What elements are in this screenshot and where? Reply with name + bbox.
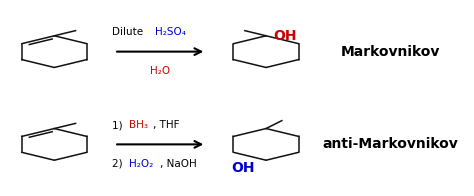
Text: Dilute: Dilute xyxy=(112,27,146,37)
Text: H₂SO₄: H₂SO₄ xyxy=(155,27,186,37)
Text: H₂O: H₂O xyxy=(150,66,170,76)
Text: 2): 2) xyxy=(112,159,126,169)
Text: 1): 1) xyxy=(112,120,126,130)
Text: , THF: , THF xyxy=(153,120,180,130)
Text: , NaOH: , NaOH xyxy=(160,159,196,169)
Text: H₂O₂: H₂O₂ xyxy=(129,159,154,169)
Text: anti-Markovnikov: anti-Markovnikov xyxy=(322,137,458,151)
Text: OH: OH xyxy=(231,161,255,175)
Text: Markovnikov: Markovnikov xyxy=(341,45,440,59)
Text: OH: OH xyxy=(273,29,296,43)
Text: BH₃: BH₃ xyxy=(129,120,148,130)
